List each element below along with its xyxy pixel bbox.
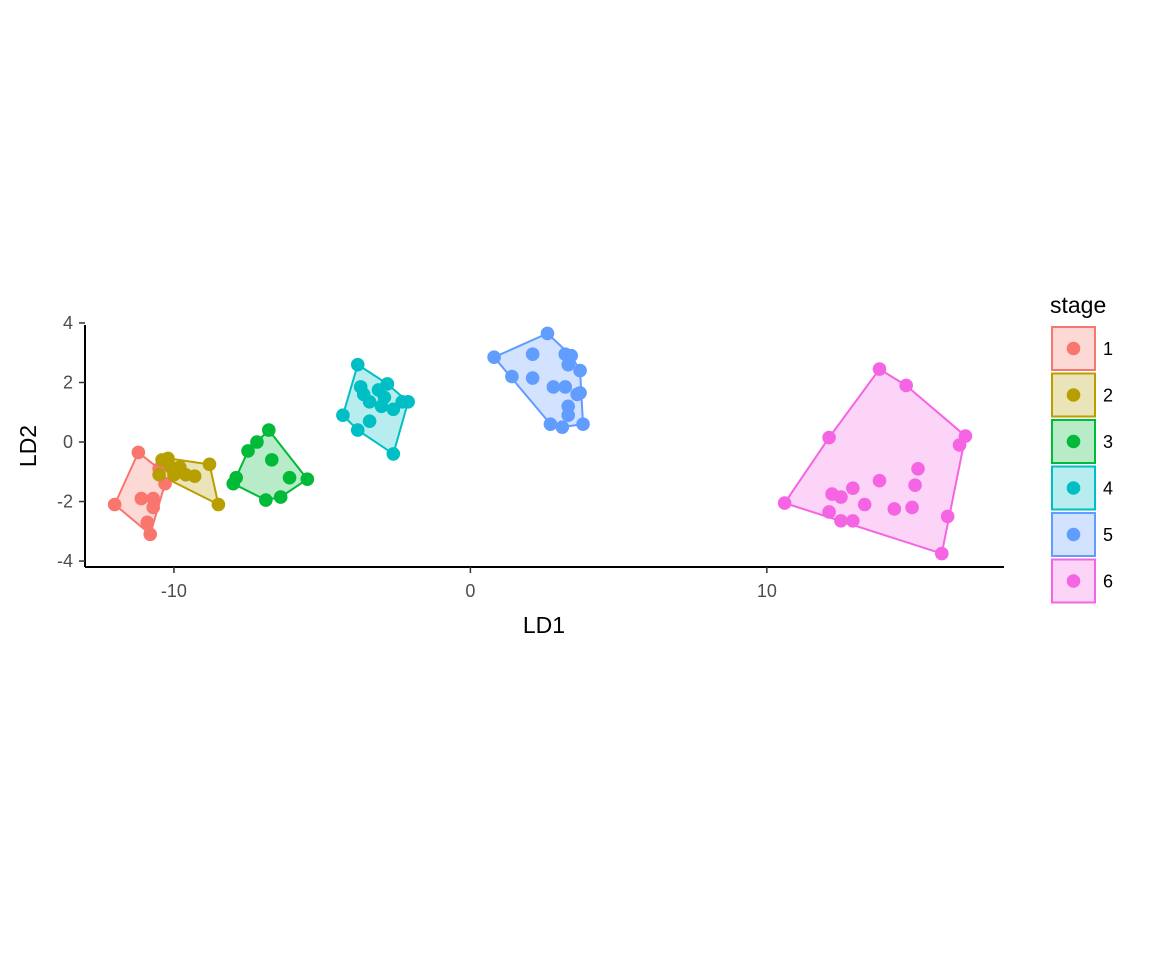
point-stage-4 [350,423,365,437]
hull-stage-6 [783,368,967,555]
point-stage-5 [561,408,576,423]
legend-title: stage [1050,292,1106,318]
point-stage-1 [134,491,149,506]
axes-layer [84,325,1004,568]
point-stage-1 [107,497,122,512]
point-stage-5 [576,417,590,431]
point-stage-2 [167,467,181,482]
point-stage-3 [241,444,255,458]
point-stage-3 [273,490,288,504]
point-stage-6 [905,500,919,515]
point-stage-4 [386,402,401,417]
point-stage-3 [282,470,297,485]
point-stage-5 [540,326,555,341]
point-stage-5 [546,380,561,394]
point-stage-4 [362,414,377,428]
point-stage-5 [543,417,558,431]
legend: stage 1 2 3 4 5 6 [1050,292,1113,604]
y-tick-label: -2 [57,492,73,512]
point-stage-6 [777,496,792,510]
point-stage-5 [573,363,587,378]
legend-key-4 [1051,465,1096,511]
y-tick-label: 4 [63,313,73,333]
point-stage-4 [336,408,350,423]
point-stage-6 [908,478,922,492]
point-stage-6 [887,502,902,516]
point-stage-6 [911,461,925,476]
point-stage-6 [857,497,872,512]
point-stage-2 [202,457,217,472]
point-stage-6 [834,490,848,504]
point-stage-6 [846,481,860,495]
y-tick-label: 2 [63,372,73,392]
point-stage-4 [401,395,415,409]
x-tick-label: 10 [757,581,777,601]
point-stage-5 [505,369,519,384]
point-stage-4 [386,447,401,461]
legend-dot-3 [1066,434,1081,449]
point-stage-2 [211,497,226,512]
y-tick-label: 0 [63,432,73,452]
legend-dot-2 [1066,388,1081,402]
y-tick-label: -4 [57,551,73,571]
legend-label-3: 3 [1103,432,1113,452]
point-stage-6 [899,378,913,393]
point-stage-3 [226,476,241,491]
point-stage-4 [377,390,392,405]
point-stage-6 [822,430,836,445]
legend-label-4: 4 [1103,479,1113,499]
point-stage-5 [558,380,573,394]
point-stage-1 [143,527,158,542]
point-stage-6 [934,546,949,561]
legend-label-2: 2 [1103,386,1113,406]
point-stage-4 [362,395,377,409]
point-stage-5 [525,347,540,362]
y-axis-title: LD2 [15,425,41,467]
legend-key-5 [1051,512,1096,557]
point-stage-3 [250,435,264,449]
legend-key-3 [1051,419,1096,464]
legend-label-6: 6 [1103,572,1113,592]
point-stage-5 [561,357,576,372]
point-stage-1 [146,500,160,515]
point-stage-6 [846,514,860,528]
point-stage-6 [872,473,887,488]
point-stage-5 [555,420,570,434]
point-stage-6 [940,509,955,524]
point-stage-5 [487,350,501,364]
point-stage-5 [525,371,540,385]
point-stage-2 [152,467,166,482]
legend-label-1: 1 [1103,339,1113,359]
point-stage-3 [264,453,279,467]
point-stage-6 [834,514,848,528]
point-stage-6 [872,362,887,376]
legend-label-5: 5 [1103,525,1113,545]
point-stage-3 [262,423,276,437]
point-stage-2 [187,469,202,484]
point-stage-6 [822,505,836,519]
ticks-layer: -10 0 10 -4 -2 0 2 4 [57,313,777,601]
x-tick-label: -10 [161,581,187,601]
legend-items: 1 2 3 4 5 6 [1051,326,1113,604]
x-axis-title: LD1 [523,612,565,638]
point-stage-3 [300,472,315,487]
legend-dot-5 [1066,527,1081,542]
point-stage-3 [259,493,273,507]
legend-dot-1 [1066,341,1081,356]
point-stage-1 [131,445,146,460]
point-stage-1 [140,515,155,530]
legend-dot-6 [1066,574,1081,588]
point-stage-4 [380,377,395,391]
x-tick-label: 0 [465,581,475,601]
point-stage-6 [952,438,967,452]
point-stage-4 [350,357,365,372]
point-stage-5 [570,387,584,402]
legend-dot-4 [1066,481,1081,495]
points-layer [107,326,973,561]
